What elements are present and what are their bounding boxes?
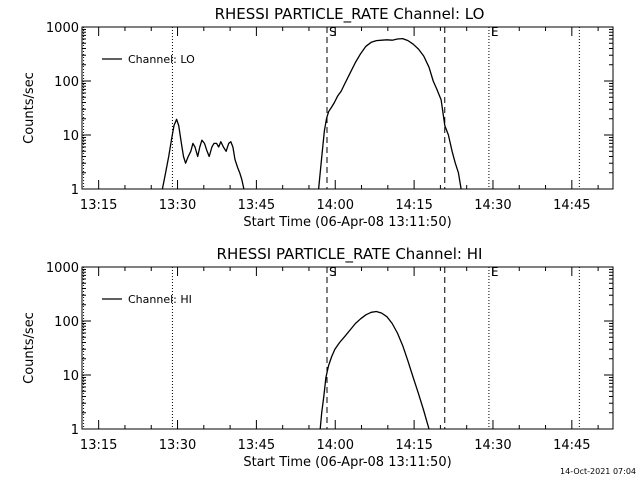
y-axis-title: Counts/sec — [22, 72, 37, 144]
chart-panel-hi: RHESSI PARTICLE_RATE Channel: HI Counts/s… — [22, 245, 614, 470]
footer-timestamp: 14-Oct-2021 07:04 — [560, 467, 636, 476]
x-axis-title: Start Time (06-Apr-08 13:11:50) — [243, 455, 451, 470]
y-tick-label: 1 — [71, 423, 79, 438]
plot-frame — [81, 266, 614, 430]
x-tick-label: 14:30 — [474, 438, 511, 453]
plot-frame — [81, 26, 614, 190]
x-tick-label: 13:45 — [238, 438, 275, 453]
x-tick-label: 14:15 — [395, 438, 432, 453]
legend-label: Channel: HI — [128, 293, 192, 306]
x-tick-label: 14:00 — [317, 438, 354, 453]
x-tick-label: 13:45 — [238, 198, 275, 213]
legend-label: Channel: LO — [128, 53, 195, 66]
marker-label-s: S — [329, 25, 337, 39]
x-tick-label: 14:30 — [474, 198, 511, 213]
y-tick-label: 1000 — [46, 261, 79, 276]
series-line-segment-0 — [161, 118, 245, 190]
x-tick-label: 13:15 — [80, 198, 117, 213]
y-tick-label: 1 — [71, 183, 79, 198]
y-tick-label: 10 — [62, 129, 79, 144]
x-axis-title: Start Time (06-Apr-08 13:11:50) — [243, 215, 451, 230]
y-tick-label: 100 — [54, 315, 79, 330]
x-tick-label: 13:30 — [159, 198, 196, 213]
x-tick-label: 14:15 — [395, 198, 432, 213]
x-tick-label: 14:00 — [317, 198, 354, 213]
y-tick-label: 10 — [62, 369, 79, 384]
chart-title: RHESSI PARTICLE_RATE Channel: HI — [217, 245, 483, 264]
x-tick-label: 13:15 — [80, 438, 117, 453]
x-tick-label: 14:45 — [553, 198, 590, 213]
marker-label-e: E — [491, 25, 499, 39]
y-tick-label: 100 — [54, 75, 79, 90]
chart-title: RHESSI PARTICLE_RATE Channel: LO — [215, 5, 485, 24]
y-axis-title: Counts/sec — [22, 312, 37, 384]
series-line-segment-1 — [317, 37, 462, 190]
y-tick-label: 1000 — [46, 21, 79, 36]
series-line-segment-0 — [319, 310, 430, 430]
x-tick-label: 14:45 — [553, 438, 590, 453]
marker-label-s: S — [329, 265, 337, 279]
chart-panel-lo: RHESSI PARTICLE_RATE Channel: LO Counts/s… — [22, 5, 614, 230]
marker-label-e: E — [491, 265, 499, 279]
x-tick-label: 13:30 — [159, 438, 196, 453]
